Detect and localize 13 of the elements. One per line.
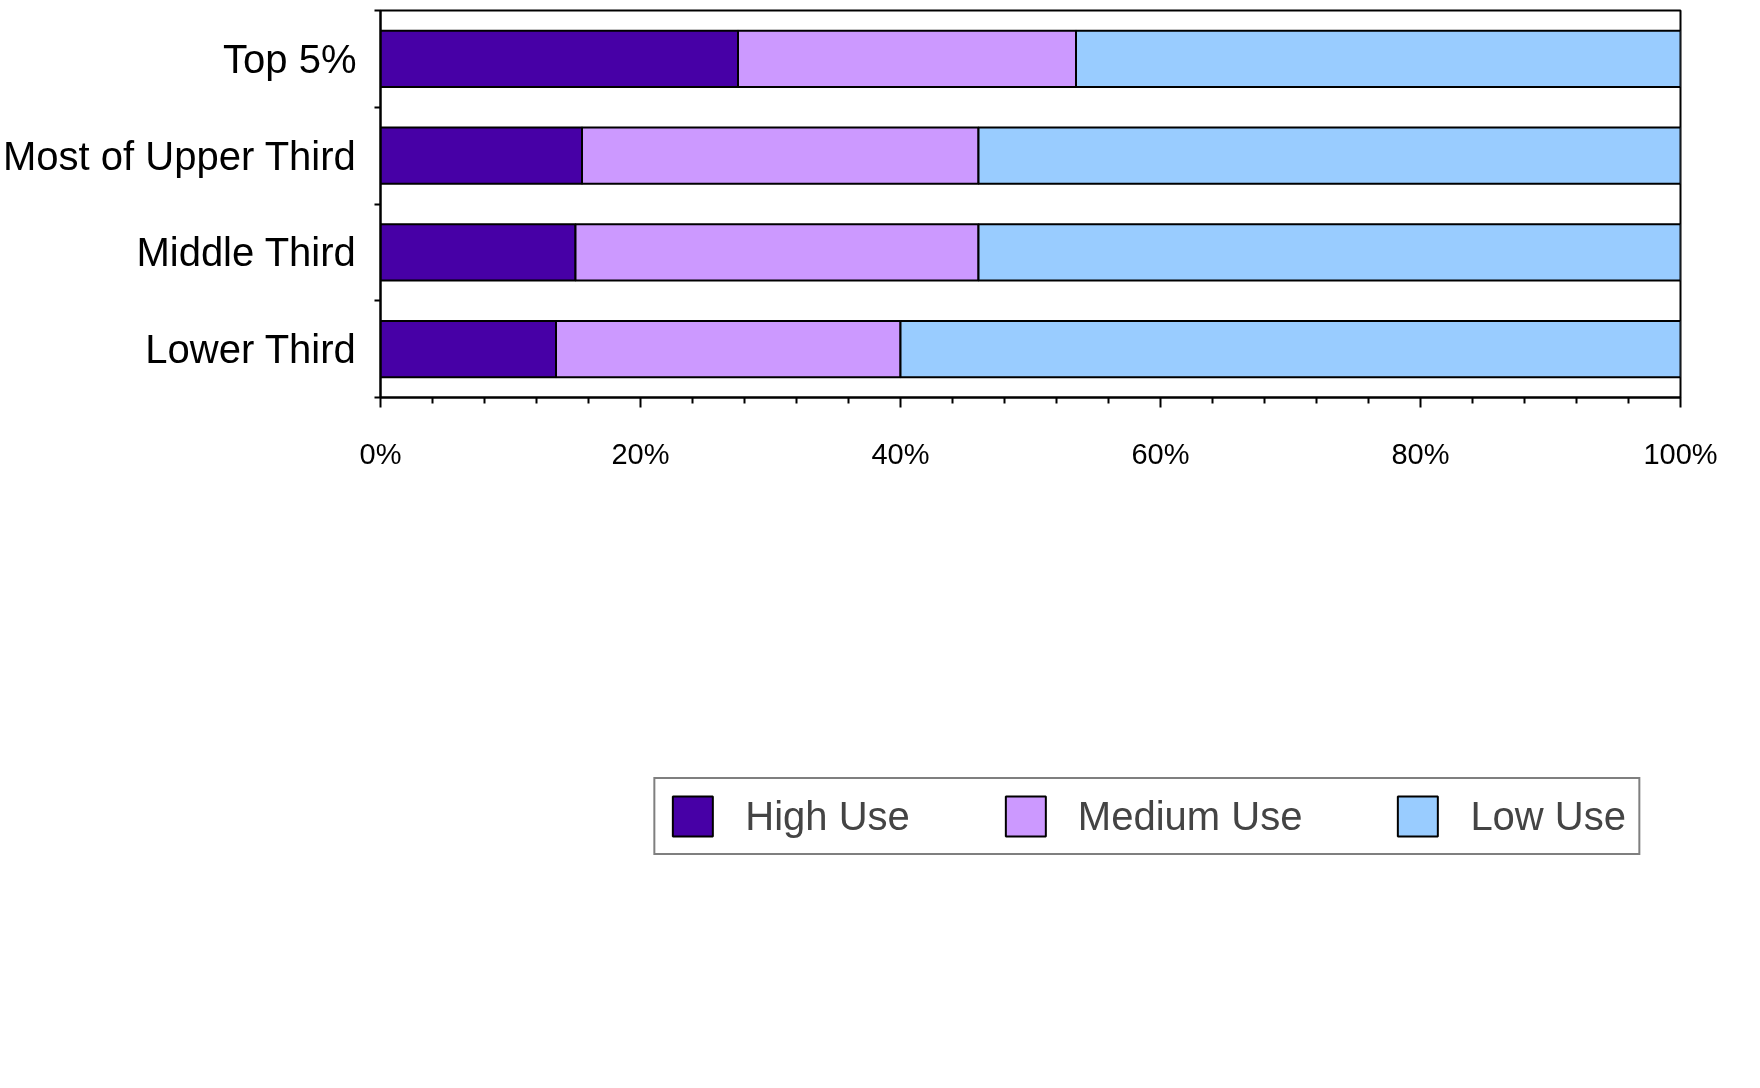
x-tick-label: 80% (1391, 437, 1450, 470)
x-tick-label: 0% (359, 437, 402, 470)
legend-label: Medium Use (1077, 793, 1303, 839)
y-tick-label: Most of Upper Third (3, 133, 356, 178)
x-tick-label: 60% (1131, 437, 1190, 470)
legend-label: High Use (745, 793, 910, 839)
legend-label: Low Use (1470, 793, 1626, 839)
x-tick-label: 40% (871, 437, 930, 470)
y-tick-label: Lower Third (145, 327, 356, 372)
x-tick-label: 20% (611, 437, 670, 470)
x-tick-label: 100% (1643, 437, 1718, 470)
y-tick-label: Middle Third (136, 230, 356, 275)
y-tick-label: Top 5% (223, 36, 357, 81)
